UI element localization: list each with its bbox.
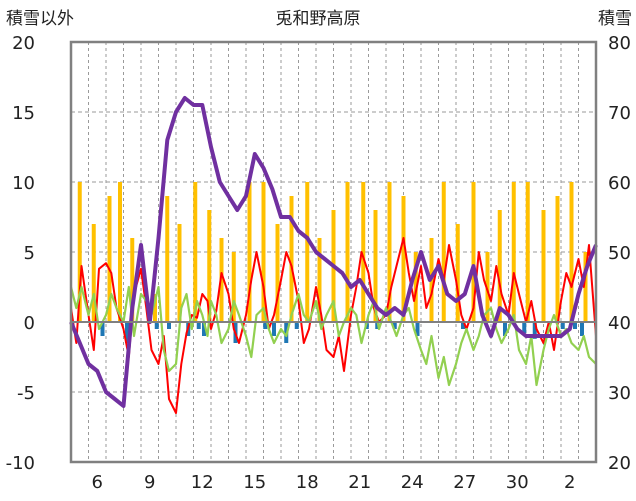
sunshine-bar (177, 224, 182, 322)
x-tick-label: 9 (144, 472, 155, 493)
sunshine-bar (511, 182, 516, 322)
sunshine-bar (231, 252, 236, 322)
left-axis-label: 積雪以外 (6, 9, 74, 29)
precipitation-bar (560, 322, 565, 329)
wind-line (69, 285, 597, 387)
x-tick-label: 30 (506, 472, 529, 493)
sunshine-bar (525, 182, 530, 322)
left-tick-label: 15 (12, 103, 35, 124)
snow_depth-line (69, 96, 598, 408)
precipitation-bar (202, 322, 206, 336)
precipitation-bar (503, 322, 507, 336)
sunshine-bar (541, 210, 546, 322)
sunshine-bar (583, 252, 588, 322)
right-tick-label: 30 (608, 383, 631, 404)
x-tick-label: 18 (296, 472, 319, 493)
sunshine-bar (345, 182, 350, 322)
left-tick-label: -5 (17, 383, 35, 404)
precipitation-bar (263, 322, 268, 329)
precipitation-bar (125, 322, 129, 343)
sunshine-bar (77, 182, 82, 322)
left-tick-label: -10 (6, 453, 35, 474)
precipitation-bar (294, 322, 299, 329)
right-tick-label: 40 (608, 313, 631, 334)
precipitation-bar (532, 322, 537, 339)
x-tick-label: 6 (92, 472, 103, 493)
x-tick-label: 21 (348, 472, 371, 493)
sunshine-bar (247, 182, 252, 322)
right-tick-label: 60 (608, 173, 631, 194)
sunshine-bar (165, 196, 170, 322)
chart-title: 兎和野高原 (276, 9, 361, 29)
sunshine-bar (471, 182, 476, 322)
left-tick-label: 20 (12, 33, 35, 54)
sunshine-bar (130, 238, 135, 322)
sunshine-bar (305, 182, 310, 322)
sunshine-bar (485, 252, 490, 322)
precipitation-bar (167, 322, 171, 329)
right-tick-label: 20 (608, 453, 631, 474)
sunshine-bar (289, 196, 294, 322)
sunshine-bar (275, 224, 280, 322)
sunshine-bar (401, 196, 406, 322)
precipitation-bar (580, 322, 584, 336)
plot-frame (69, 40, 598, 464)
precipitation-bar (100, 322, 105, 336)
sunshine-bar (361, 182, 366, 322)
sunshine-bar (373, 210, 378, 322)
precipitation-bar (415, 322, 420, 336)
x-tick-label: 12 (191, 472, 214, 493)
x-tick-label: 27 (453, 472, 476, 493)
right-tick-label: 50 (608, 243, 631, 264)
sunshine-bar (207, 210, 212, 322)
lines-layer (69, 96, 598, 414)
precipitation-bar (392, 322, 397, 329)
x-tick-label: 24 (401, 472, 424, 493)
left-tick-label: 10 (12, 173, 35, 194)
sunshine-bar (317, 238, 322, 322)
precipitation-bar (522, 322, 527, 334)
sunshine-bar (153, 294, 157, 322)
sunshine-bar (387, 182, 392, 322)
sunshine-bar (261, 182, 266, 322)
precipitation-bar (154, 322, 159, 329)
sunshine-bar (413, 252, 418, 322)
right-tick-label: 70 (608, 103, 631, 124)
x-tick-label: 15 (243, 472, 266, 493)
left-tick-label: 0 (24, 313, 35, 334)
sunshine-bar (497, 210, 502, 322)
sunshine-bar (118, 182, 122, 322)
right-tick-label: 80 (608, 33, 631, 54)
right-axis-label: 積雪 (598, 9, 632, 29)
precipitation-bar (272, 322, 276, 336)
precipitation-bar (461, 322, 465, 329)
sunshine-bar (569, 182, 574, 322)
precipitation-bar (196, 322, 201, 329)
left-tick-label: 5 (24, 243, 35, 264)
sunshine-bar (193, 182, 198, 322)
sunshine-bar (91, 224, 96, 322)
precipitation-bar (573, 322, 577, 329)
sunshine-bar (441, 182, 446, 322)
x-tick-label: 2 (564, 472, 575, 493)
sunshine-bar (455, 224, 460, 322)
sunshine-bar (555, 196, 560, 322)
sunshine-bar (107, 196, 112, 322)
